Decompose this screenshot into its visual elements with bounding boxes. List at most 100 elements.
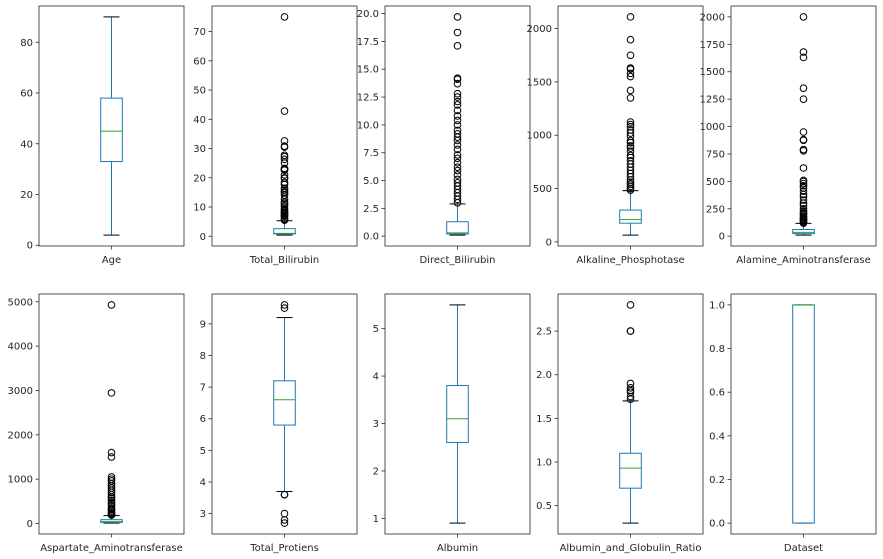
outlier-point bbox=[107, 504, 116, 512]
y-tick-label: 2.5 bbox=[536, 327, 552, 338]
y-tick-label: 5 bbox=[200, 446, 206, 457]
outlier-point bbox=[799, 13, 808, 21]
y-tick-label: 4000 bbox=[8, 342, 33, 353]
outlier-point bbox=[453, 151, 462, 159]
y-tick-label: 10 bbox=[193, 203, 206, 214]
y-tick-label: 20 bbox=[20, 190, 33, 201]
y-tick-label: 250 bbox=[706, 204, 725, 215]
y-tick-label: 1500 bbox=[527, 77, 552, 88]
y-tick-label: 20.0 bbox=[357, 9, 379, 20]
outlier-point bbox=[280, 173, 289, 182]
y-tick-label: 1000 bbox=[527, 131, 552, 142]
outlier-point bbox=[799, 164, 808, 172]
outlier-point bbox=[799, 181, 808, 190]
outlier-point bbox=[626, 122, 635, 131]
y-tick-label: 3 bbox=[200, 509, 206, 520]
outlier-point bbox=[453, 171, 462, 179]
x-tick-label: Albumin bbox=[437, 543, 478, 554]
outlier-point bbox=[626, 94, 635, 102]
outlier-point bbox=[799, 135, 808, 144]
outlier-point bbox=[453, 79, 462, 88]
outlier-point bbox=[280, 155, 289, 164]
y-tick-label: 2000 bbox=[527, 24, 552, 35]
outlier-point bbox=[799, 48, 808, 56]
y-tick-label: 40 bbox=[193, 115, 206, 126]
outlier-point bbox=[107, 496, 116, 505]
axes-frame bbox=[38, 5, 185, 247]
outlier-point bbox=[626, 384, 635, 392]
outlier-point bbox=[107, 473, 116, 481]
outlier-point bbox=[626, 379, 635, 388]
subplot-aspartate-aminotransferase: 0 1000 2000 3000 4000 5000 Aspartate_Aminotran… bbox=[8, 293, 185, 554]
outlier-point bbox=[626, 69, 635, 78]
x-tick-label: Alamine_Aminotransferase bbox=[736, 255, 871, 266]
outlier-point bbox=[280, 107, 289, 115]
y-tick-label: 20 bbox=[193, 173, 206, 184]
subplot-dataset: 0.0 0.2 0.4 0.6 0.8 1.0 Dataset bbox=[709, 293, 877, 554]
x-tick-label: Albumin_and_Globulin_Ratio bbox=[560, 543, 702, 554]
subplot-albumin: 1 2 3 4 5 Albumin bbox=[373, 293, 531, 554]
box bbox=[619, 452, 642, 489]
outlier-point bbox=[626, 327, 635, 335]
outlier-point bbox=[626, 86, 635, 95]
outlier-point bbox=[453, 93, 462, 101]
outlier-point bbox=[799, 204, 808, 213]
outlier-point bbox=[280, 178, 289, 187]
outlier-point bbox=[626, 151, 635, 160]
outlier-point bbox=[280, 13, 289, 21]
outlier-point bbox=[107, 448, 116, 457]
box bbox=[100, 519, 123, 523]
y-tick-label: 80 bbox=[20, 38, 33, 49]
outlier-point bbox=[453, 42, 462, 50]
outlier-point bbox=[107, 301, 116, 309]
outlier-point bbox=[453, 166, 462, 175]
axes-frame bbox=[730, 293, 877, 535]
outlier-point bbox=[453, 145, 462, 154]
outlier-point bbox=[107, 475, 116, 483]
outlier-point bbox=[280, 490, 289, 499]
outlier-point bbox=[280, 151, 289, 160]
outlier-point bbox=[453, 74, 462, 82]
x-tick-label: Age bbox=[102, 255, 121, 266]
outlier-point bbox=[280, 304, 289, 312]
axes-frame bbox=[557, 293, 704, 535]
y-tick-label: 0.5 bbox=[536, 501, 552, 512]
outlier-point bbox=[453, 178, 462, 187]
outlier-point bbox=[626, 301, 635, 309]
y-tick-label: 1 bbox=[373, 514, 379, 525]
outlier-point bbox=[280, 509, 289, 518]
y-tick-label: 70 bbox=[193, 27, 206, 38]
subplot-total-bilirubin: 0 10 20 30 40 50 60 70 Total_Bilirubin bbox=[193, 5, 358, 266]
outlier-point bbox=[453, 112, 462, 120]
y-tick-label: 1000 bbox=[700, 122, 725, 133]
y-tick-label: 60 bbox=[20, 89, 33, 100]
y-tick-label: 2.0 bbox=[536, 370, 552, 381]
outlier-point bbox=[799, 187, 808, 196]
y-tick-label: 0.4 bbox=[709, 431, 725, 442]
y-tick-label: 0 bbox=[27, 519, 33, 530]
y-tick-label: 50 bbox=[193, 86, 206, 97]
y-tick-label: 0.2 bbox=[709, 475, 725, 486]
y-tick-label: 15.0 bbox=[357, 65, 379, 76]
outlier-point bbox=[107, 389, 116, 397]
outlier-point bbox=[626, 72, 635, 81]
y-tick-label: 0 bbox=[200, 232, 206, 243]
outlier-point bbox=[626, 51, 635, 60]
subplot-direct-bilirubin: 0.0 2.5 5.0 7.5 10.0 12.5 15.0 17.5 20.0 Direct_B… bbox=[357, 5, 531, 266]
y-tick-label: 60 bbox=[193, 56, 206, 67]
outlier-point bbox=[453, 13, 462, 21]
outlier-point bbox=[626, 118, 635, 126]
outlier-point bbox=[453, 141, 462, 149]
y-tick-label: 7.5 bbox=[363, 148, 379, 159]
outlier-point bbox=[626, 180, 635, 189]
outlier-point bbox=[799, 207, 808, 215]
subplot-albumin-and-globulin-ratio: 0.5 1.0 1.5 2.0 2.5 Albumin_and_Globulin_Rati… bbox=[536, 293, 704, 554]
outlier-point bbox=[453, 121, 462, 129]
outlier-point bbox=[453, 89, 462, 98]
outlier-point bbox=[107, 453, 116, 461]
axes-frame bbox=[38, 293, 185, 535]
box bbox=[792, 304, 815, 524]
subplot-alamine-aminotransferase: 0 250 500 750 1000 1250 1500 1750 2000 Alamine_Am… bbox=[700, 5, 877, 266]
outlier-point bbox=[626, 126, 635, 134]
outlier-point bbox=[626, 142, 635, 150]
